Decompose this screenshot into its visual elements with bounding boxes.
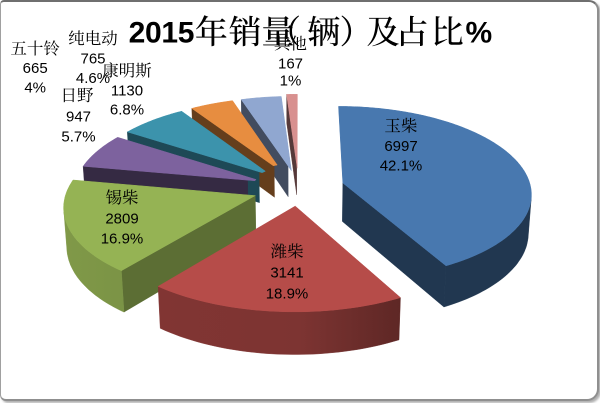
svg-text:%: % <box>466 16 493 49</box>
svg-text:947: 947 <box>66 109 91 126</box>
svg-text:4%: 4% <box>24 80 46 97</box>
svg-text:167: 167 <box>278 55 303 72</box>
svg-text:6997: 6997 <box>384 138 417 155</box>
svg-text:2809: 2809 <box>105 211 138 228</box>
svg-text:42.1%: 42.1% <box>380 158 423 175</box>
svg-text:5.7%: 5.7% <box>61 129 95 146</box>
svg-text:18.9%: 18.9% <box>266 286 309 303</box>
svg-text:1130: 1130 <box>111 83 143 100</box>
svg-text:1%: 1% <box>280 73 302 90</box>
svg-text:2015: 2015 <box>129 16 195 49</box>
svg-text:16.9%: 16.9% <box>101 231 144 248</box>
svg-text:3141: 3141 <box>270 265 303 282</box>
svg-text:765: 765 <box>80 51 105 68</box>
svg-text:4.6%: 4.6% <box>76 70 110 87</box>
svg-text:665: 665 <box>23 60 48 77</box>
svg-text:6.8%: 6.8% <box>110 102 144 119</box>
